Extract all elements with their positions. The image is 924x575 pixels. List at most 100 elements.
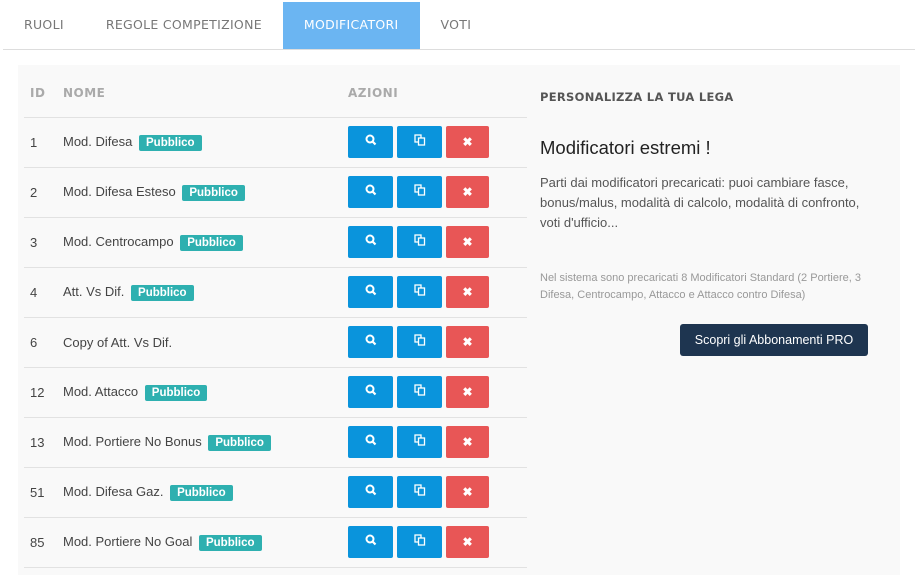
table-row: 2 Mod. Difesa Esteso Pubblico ✖ <box>24 167 527 218</box>
duplicate-button[interactable] <box>397 126 442 158</box>
col-actions: AZIONI <box>342 70 527 118</box>
delete-button[interactable]: ✖ <box>446 326 489 358</box>
row-name-cell: Mod. Portiere No Bonus Pubblico <box>57 417 342 468</box>
row-id: 12 <box>24 367 57 418</box>
public-badge: Pubblico <box>170 484 233 501</box>
row-name-cell: Mod. Centrocampo Pubblico <box>57 217 342 268</box>
tab-ruoli[interactable]: RUOLI <box>24 17 64 32</box>
row-actions: ✖ <box>342 517 527 568</box>
view-button[interactable] <box>348 226 393 258</box>
search-icon <box>365 134 377 149</box>
delete-button[interactable]: ✖ <box>446 226 489 258</box>
row-actions: ✖ <box>342 117 527 168</box>
tab-regole-competizione[interactable]: REGOLE COMPETIZIONE <box>105 17 262 32</box>
row-id: 2 <box>24 167 57 218</box>
duplicate-button[interactable] <box>397 326 442 358</box>
public-badge: Pubblico <box>208 434 271 451</box>
promo-description: Parti dai modificatori precaricati: puoi… <box>540 175 860 230</box>
row-actions: ✖ <box>342 317 527 368</box>
view-button[interactable] <box>348 176 393 208</box>
table-row: 12 Mod. Attacco Pubblico ✖ <box>24 367 527 418</box>
duplicate-button[interactable] <box>397 526 442 558</box>
copy-icon <box>413 234 426 249</box>
table-row: 6 Copy of Att. Vs Dif. ✖ <box>24 317 527 368</box>
row-name-cell: Mod. Difesa Esteso Pubblico <box>57 167 342 218</box>
promo-panel: PERSONALIZZA LA TUA LEGA Modificatori es… <box>540 90 870 356</box>
delete-button[interactable]: ✖ <box>446 426 489 458</box>
search-icon <box>365 234 377 249</box>
duplicate-button[interactable] <box>397 476 442 508</box>
close-icon: ✖ <box>462 135 473 149</box>
view-button[interactable] <box>348 376 393 408</box>
row-name: Mod. Difesa <box>63 133 133 149</box>
row-actions: ✖ <box>342 467 527 518</box>
close-icon: ✖ <box>462 385 473 399</box>
copy-icon <box>413 434 426 449</box>
table-row: 1 Mod. Difesa Pubblico ✖ <box>24 117 527 168</box>
delete-button[interactable]: ✖ <box>446 176 489 208</box>
row-id: 85 <box>24 517 57 568</box>
row-name: Copy of Att. Vs Dif. <box>63 334 173 350</box>
public-badge: Pubblico <box>144 384 208 401</box>
row-name-cell: Att. Vs Dif. Pubblico <box>57 267 342 318</box>
close-icon: ✖ <box>462 235 473 249</box>
public-badge: Pubblico <box>139 134 202 151</box>
table-row: 85 Mod. Portiere No Goal Pubblico ✖ <box>24 517 527 568</box>
row-name: Mod. Portiere No Bonus <box>63 433 202 449</box>
close-icon: ✖ <box>462 485 473 499</box>
duplicate-button[interactable] <box>397 226 442 258</box>
row-actions: ✖ <box>342 367 527 418</box>
search-icon <box>365 434 377 449</box>
view-button[interactable] <box>348 476 393 508</box>
tab-modificatori[interactable]: MODIFICATORI <box>282 2 420 49</box>
public-badge: Pubblico <box>198 534 262 551</box>
row-name-cell: Mod. Difesa Pubblico <box>57 117 342 168</box>
promo-heading: PERSONALIZZA LA TUA LEGA <box>540 90 734 104</box>
delete-button[interactable]: ✖ <box>446 276 489 308</box>
row-name: Mod. Centrocampo <box>63 233 174 249</box>
row-name: Att. Vs Dif. <box>63 283 125 299</box>
view-button[interactable] <box>348 426 393 458</box>
table-row: 13 Mod. Portiere No Bonus Pubblico ✖ <box>24 417 527 468</box>
copy-icon <box>413 184 426 199</box>
search-icon <box>365 484 377 499</box>
row-name: Mod. Attacco <box>63 383 139 399</box>
duplicate-button[interactable] <box>397 176 442 208</box>
row-name: Mod. Difesa Gaz. <box>63 483 164 499</box>
delete-button[interactable]: ✖ <box>446 476 489 508</box>
search-icon <box>365 384 377 399</box>
row-id: 6 <box>24 317 57 368</box>
delete-button[interactable]: ✖ <box>446 376 489 408</box>
search-icon <box>365 534 377 549</box>
row-name: Mod. Portiere No Goal <box>63 533 193 549</box>
pro-subscriptions-button[interactable]: Scopri gli Abbonamenti PRO <box>680 324 868 356</box>
modifiers-table: ID NOME AZIONI 1 Mod. Difesa Pubblico ✖ 2… <box>24 70 527 568</box>
delete-button[interactable]: ✖ <box>446 526 489 558</box>
row-actions: ✖ <box>342 417 527 468</box>
close-icon: ✖ <box>462 335 473 349</box>
view-button[interactable] <box>348 126 393 158</box>
copy-icon <box>413 384 426 399</box>
duplicate-button[interactable] <box>397 376 442 408</box>
delete-button[interactable]: ✖ <box>446 126 489 158</box>
view-button[interactable] <box>348 326 393 358</box>
copy-icon <box>413 334 426 349</box>
col-id: ID <box>24 70 57 118</box>
view-button[interactable] <box>348 276 393 308</box>
row-name: Mod. Difesa Esteso <box>63 183 176 199</box>
close-icon: ✖ <box>462 285 473 299</box>
search-icon <box>365 284 377 299</box>
view-button[interactable] <box>348 526 393 558</box>
row-id: 3 <box>24 217 57 268</box>
duplicate-button[interactable] <box>397 426 442 458</box>
search-icon <box>365 334 377 349</box>
duplicate-button[interactable] <box>397 276 442 308</box>
row-name-cell: Mod. Difesa Gaz. Pubblico <box>57 467 342 518</box>
content-panel: ID NOME AZIONI 1 Mod. Difesa Pubblico ✖ 2… <box>18 65 900 575</box>
public-badge: Pubblico <box>182 184 245 201</box>
table-row: 4 Att. Vs Dif. Pubblico ✖ <box>24 267 527 318</box>
promo-title: Modificatori estremi ! <box>540 137 711 158</box>
row-actions: ✖ <box>342 267 527 318</box>
table-row: 51 Mod. Difesa Gaz. Pubblico ✖ <box>24 467 527 518</box>
tab-voti[interactable]: VOTI <box>440 17 472 32</box>
